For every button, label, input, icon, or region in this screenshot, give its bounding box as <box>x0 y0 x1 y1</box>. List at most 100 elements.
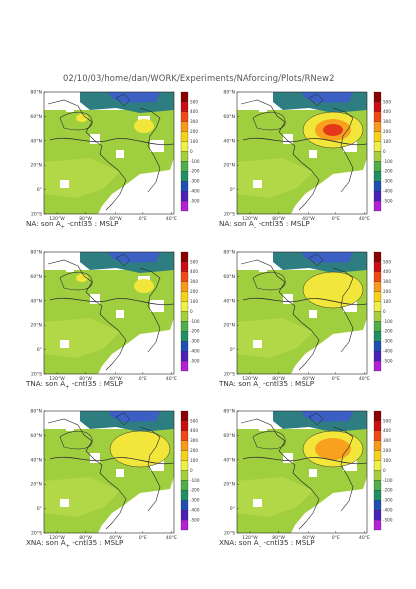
lat-tick-label: 60°N <box>30 433 42 439</box>
colorbar-swatch <box>373 420 382 431</box>
map-plot: 80°N 60°N 40°N 20°N 0° 20°S 120°W 80°W 40°W 0°E 40… <box>30 250 200 383</box>
colorbar-swatch <box>180 420 189 431</box>
colorbar-swatch <box>373 301 382 312</box>
panel-title-subscript: + <box>60 224 65 231</box>
colorbar: 500 400 300 200 100 0 -100 -200 -300 -400 -500 <box>180 251 200 372</box>
colorbar-swatch <box>180 450 189 461</box>
colorbar-swatch <box>180 161 189 172</box>
colorbar-swatch <box>373 200 382 212</box>
lon-tick-label: 0°E <box>139 535 147 541</box>
lat-tick-label: 20°N <box>30 323 42 329</box>
lat-tick-label: 80°N <box>30 409 42 415</box>
colorbar-swatch <box>180 151 189 162</box>
colorbar-swatch <box>180 261 189 272</box>
colorbar-swatch <box>373 291 382 302</box>
panel-title-suffix: -cntl35 : MSLP <box>64 219 119 228</box>
colorbar-swatch <box>180 480 189 491</box>
lat-tick-label: 40°N <box>30 138 42 144</box>
colorbar-swatch <box>180 200 189 212</box>
colorbar-level-label: 400 <box>383 428 391 433</box>
lon-tick-label: 120°W <box>242 376 258 382</box>
lon-tick-label: 120°W <box>242 216 258 222</box>
colorbar-swatch <box>180 341 189 352</box>
colorbar-swatch <box>180 191 189 202</box>
lat-tick-label: 0° <box>37 187 42 193</box>
colorbar-level-label: 400 <box>190 269 198 274</box>
map-panel-xna-aminus: 80°N 60°N 40°N 20°N 0° 20°S 120°W 80°W 40°W 0°E 40… <box>213 407 413 555</box>
lon-tick-label: 40°W <box>109 535 122 541</box>
colorbar-level-label: -500 <box>190 517 200 522</box>
lon-tick-label: 40°W <box>302 535 315 541</box>
lat-tick-label: 20°N <box>30 482 42 488</box>
anomaly-field <box>237 411 367 533</box>
panel-title-suffix: -cntl35 : MSLP <box>69 379 123 388</box>
lat-tick-label: 20°N <box>223 323 235 329</box>
colorbar-swatch <box>373 519 382 531</box>
colorbar-level-label: 100 <box>190 139 198 144</box>
map-plot: 80°N 60°N 40°N 20°N 0° 20°S 120°W 80°W 40°W 0°E 40… <box>30 409 200 542</box>
colorbar-swatch <box>180 141 189 152</box>
colorbar-level-label: -100 <box>383 159 393 164</box>
panel-title-prefix: XNA: son A <box>219 538 259 547</box>
lon-tick-label: 0°E <box>332 376 340 382</box>
colorbar-swatch <box>373 131 382 142</box>
lat-tick-label: 80°N <box>30 90 42 96</box>
panel-title: XNA: son A+ -cntl35 : MSLP <box>26 538 123 549</box>
colorbar-swatch <box>373 161 382 172</box>
lon-tick-label: 80°W <box>272 376 285 382</box>
colorbar-level-label: 500 <box>190 259 198 264</box>
lon-tick-label: 80°W <box>79 535 92 541</box>
colorbar-swatch <box>180 331 189 342</box>
colorbar-swatch <box>373 351 382 362</box>
colorbar-level-label: 100 <box>383 458 391 463</box>
colorbar-swatch <box>373 450 382 461</box>
panel-title-suffix: -cntl35 : MSLP <box>256 219 310 228</box>
lon-tick-label: 120°W <box>49 376 65 382</box>
lon-tick-label: 40°E <box>166 376 177 382</box>
colorbar-level-label: 100 <box>190 299 198 304</box>
lat-tick-label: 20°S <box>31 372 42 378</box>
colorbar-swatch <box>180 500 189 511</box>
colorbar-level-label: 500 <box>190 99 198 104</box>
map-panel-na-aminus: 80°N 60°N 40°N 20°N 0° 20°S 120°W 80°W 40°W 0°E 40… <box>213 88 413 236</box>
colorbar-level-label: 300 <box>383 438 391 443</box>
colorbar-swatch <box>180 351 189 362</box>
colorbar-level-label: 100 <box>383 299 391 304</box>
lon-tick-label: 80°W <box>79 376 92 382</box>
panel-title-suffix: -cntl35 : MSLP <box>260 379 315 388</box>
colorbar-swatch <box>373 440 382 451</box>
colorbar-level-label: -200 <box>190 488 200 493</box>
colorbar-level-label: -500 <box>190 198 200 203</box>
lon-tick-label: 40°E <box>166 535 177 541</box>
lat-tick-label: 40°N <box>223 457 235 463</box>
colorbar: 500 400 300 200 100 0 -100 -200 -300 -400 -500 <box>373 410 393 531</box>
lat-tick-label: 60°N <box>30 114 42 120</box>
colorbar-level-label: -400 <box>190 349 200 354</box>
colorbar-level-label: -100 <box>383 319 393 324</box>
colorbar-swatch <box>180 311 189 322</box>
colorbar-level-label: 0 <box>190 468 193 473</box>
colorbar-level-label: -200 <box>383 169 393 174</box>
colorbar-level-label: -500 <box>383 358 393 363</box>
colorbar-swatch <box>373 480 382 491</box>
colorbar: 500 400 300 200 100 0 -100 -200 -300 -400 -500 <box>373 91 393 212</box>
anomaly-field <box>44 411 174 533</box>
colorbar-swatch <box>180 181 189 192</box>
colorbar-swatch <box>180 510 189 521</box>
panel-title: NA: son A+ -cntl35 : MSLP <box>26 219 118 230</box>
lon-tick-label: 120°W <box>49 535 65 541</box>
lat-tick-label: 60°N <box>223 114 235 120</box>
colorbar-swatch <box>180 101 189 112</box>
colorbar-level-label: 400 <box>383 109 391 114</box>
colorbar: 500 400 300 200 100 0 -100 -200 -300 -400 -500 <box>180 410 200 531</box>
panel-title-subscript: + <box>65 543 70 550</box>
colorbar-level-label: -100 <box>190 159 200 164</box>
colorbar-swatch <box>180 490 189 501</box>
colorbar-swatch <box>373 470 382 481</box>
lon-tick-label: 0°E <box>332 535 340 541</box>
lon-tick-label: 40°W <box>109 376 122 382</box>
colorbar-level-label: -300 <box>383 179 393 184</box>
colorbar-level-label: 300 <box>383 119 391 124</box>
colorbar-level-label: 500 <box>190 418 198 423</box>
colorbar-level-label: -500 <box>383 517 393 522</box>
